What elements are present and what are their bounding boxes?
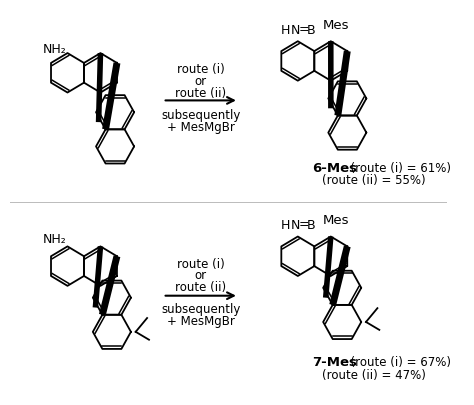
Text: (route (i) = 61%): (route (i) = 61%): [343, 161, 451, 174]
Text: B: B: [307, 219, 316, 232]
Text: Mes: Mes: [323, 19, 349, 32]
Text: B: B: [307, 24, 316, 37]
Text: Mes: Mes: [323, 214, 349, 227]
Text: + MesMgBr: + MesMgBr: [167, 314, 235, 327]
Text: route (ii): route (ii): [175, 87, 226, 100]
Text: + MesMgBr: + MesMgBr: [167, 120, 235, 133]
Text: or: or: [195, 75, 207, 88]
Text: subsequently: subsequently: [161, 302, 240, 315]
Text: route (i): route (i): [177, 257, 225, 270]
Text: (route (ii) = 55%): (route (ii) = 55%): [321, 174, 425, 187]
Text: NH₂: NH₂: [43, 232, 67, 245]
Text: subsequently: subsequently: [161, 109, 240, 122]
Text: H: H: [281, 24, 290, 37]
Text: route (i): route (i): [177, 63, 225, 76]
Text: =: =: [298, 217, 309, 230]
Text: or: or: [195, 269, 207, 282]
Text: NH₂: NH₂: [43, 43, 67, 55]
Text: 6-Mes: 6-Mes: [312, 161, 357, 174]
Text: =: =: [298, 23, 309, 36]
Text: H: H: [281, 219, 290, 232]
Text: route (ii): route (ii): [175, 281, 226, 294]
Text: N: N: [291, 24, 301, 37]
Text: 7-Mes: 7-Mes: [312, 355, 357, 368]
Text: (route (i) = 67%): (route (i) = 67%): [343, 355, 451, 368]
Text: N: N: [291, 219, 301, 232]
Text: (route (ii) = 47%): (route (ii) = 47%): [321, 368, 426, 381]
